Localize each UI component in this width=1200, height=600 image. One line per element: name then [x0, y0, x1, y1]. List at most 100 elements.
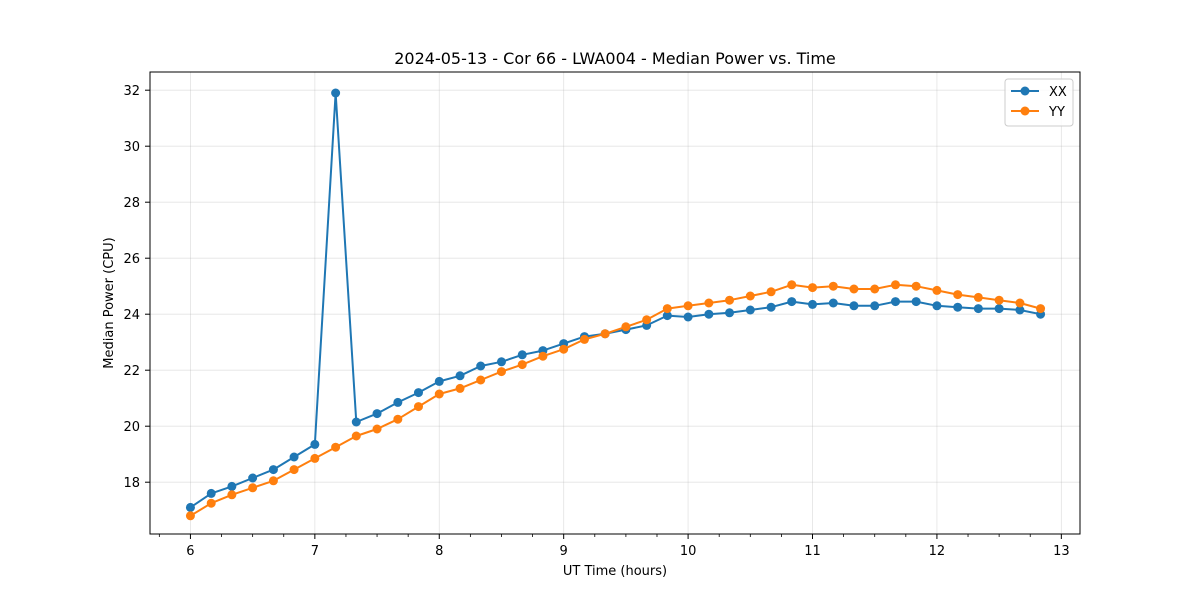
data-point-yy [434, 389, 444, 399]
series-layer [185, 88, 1046, 521]
grid [150, 72, 1080, 534]
data-point-xx [455, 371, 465, 381]
data-point-yy [932, 285, 942, 295]
data-point-yy [331, 442, 341, 452]
x-tick-label: 9 [560, 544, 568, 559]
legend-label-xx: XX [1049, 85, 1067, 100]
data-point-xx [413, 388, 423, 398]
data-point-yy [621, 322, 631, 332]
data-point-xx [911, 297, 921, 307]
data-point-yy [372, 424, 382, 434]
chart-title: 2024-05-13 - Cor 66 - LWA004 - Median Po… [394, 49, 836, 68]
data-point-yy [289, 465, 299, 475]
data-point-yy [704, 298, 714, 308]
data-point-xx [248, 473, 258, 483]
data-point-xx [725, 308, 735, 318]
plot-frame [149, 71, 1081, 535]
data-point-xx [517, 350, 527, 360]
x-tick-label: 8 [435, 544, 443, 559]
data-point-xx [331, 88, 341, 98]
data-point-yy [828, 281, 838, 291]
legend: XX YY [1004, 78, 1074, 127]
data-point-xx [932, 301, 942, 311]
data-point-yy [579, 334, 589, 344]
data-point-yy [890, 280, 900, 290]
data-point-xx [828, 298, 838, 308]
data-point-yy [248, 483, 258, 493]
data-point-yy [185, 511, 195, 521]
data-point-yy [1036, 304, 1046, 314]
data-point-yy [766, 287, 776, 297]
data-point-yy [310, 453, 320, 463]
data-point-xx [351, 417, 361, 427]
data-point-yy [268, 476, 278, 486]
data-point-xx [849, 301, 859, 311]
data-point-yy [808, 283, 818, 293]
x-tick-label: 6 [186, 544, 194, 559]
data-point-xx [310, 439, 320, 449]
data-point-yy [351, 431, 361, 441]
data-point-xx [704, 309, 714, 319]
data-point-xx [227, 481, 237, 491]
data-point-yy [455, 383, 465, 393]
legend-marker-xx [1020, 86, 1030, 96]
data-point-xx [808, 299, 818, 309]
data-point-xx [662, 311, 672, 321]
data-point-yy [953, 290, 963, 300]
y-tick-label: 18 [123, 476, 140, 491]
data-point-yy [870, 284, 880, 294]
data-point-xx [372, 409, 382, 419]
axes: 6 7 8 9 10 11 12 13 18 20 22 24 26 28 30 32 [123, 84, 1069, 559]
data-point-xx [973, 304, 983, 314]
y-tick-label: 20 [123, 420, 140, 435]
data-point-yy [476, 375, 486, 385]
y-tick-label: 30 [123, 140, 140, 155]
data-point-yy [683, 301, 693, 311]
x-axis-title: UT Time (hours) [563, 564, 667, 579]
legend-label-yy: YY [1048, 105, 1065, 120]
data-point-yy [496, 367, 506, 377]
x-tick-label: 7 [311, 544, 319, 559]
y-tick-label: 28 [123, 196, 140, 211]
data-point-xx [268, 465, 278, 475]
x-tick-label: 11 [804, 544, 821, 559]
data-point-xx [766, 302, 776, 312]
data-point-yy [1015, 298, 1025, 308]
data-point-yy [849, 284, 859, 294]
data-point-yy [600, 329, 610, 339]
data-point-xx [1015, 305, 1025, 315]
data-point-xx [476, 361, 486, 371]
data-point-yy [227, 490, 237, 500]
data-point-yy [642, 315, 652, 325]
data-point-yy [994, 295, 1004, 305]
legend-marker-yy [1020, 106, 1030, 116]
data-point-xx [434, 376, 444, 386]
data-point-xx [890, 297, 900, 307]
x-tick-label: 13 [1053, 544, 1070, 559]
data-point-xx [787, 297, 797, 307]
y-tick-label: 24 [123, 308, 140, 323]
data-point-xx [994, 304, 1004, 314]
data-point-yy [911, 281, 921, 291]
y-tick-label: 26 [123, 252, 140, 267]
data-point-yy [745, 291, 755, 301]
data-point-yy [787, 280, 797, 290]
x-tick-label: 12 [929, 544, 946, 559]
data-point-xx [953, 302, 963, 312]
data-point-yy [413, 402, 423, 412]
data-point-xx [289, 452, 299, 462]
data-point-xx [870, 301, 880, 311]
data-point-yy [662, 304, 672, 314]
data-point-xx [393, 397, 403, 407]
y-tick-label: 32 [123, 84, 140, 99]
data-point-yy [559, 344, 569, 354]
data-point-yy [393, 414, 403, 424]
data-point-xx [496, 357, 506, 367]
x-tick-label: 10 [680, 544, 697, 559]
data-point-yy [725, 295, 735, 305]
data-point-yy [206, 498, 216, 508]
y-tick-label: 22 [123, 364, 140, 379]
data-point-xx [745, 305, 755, 315]
